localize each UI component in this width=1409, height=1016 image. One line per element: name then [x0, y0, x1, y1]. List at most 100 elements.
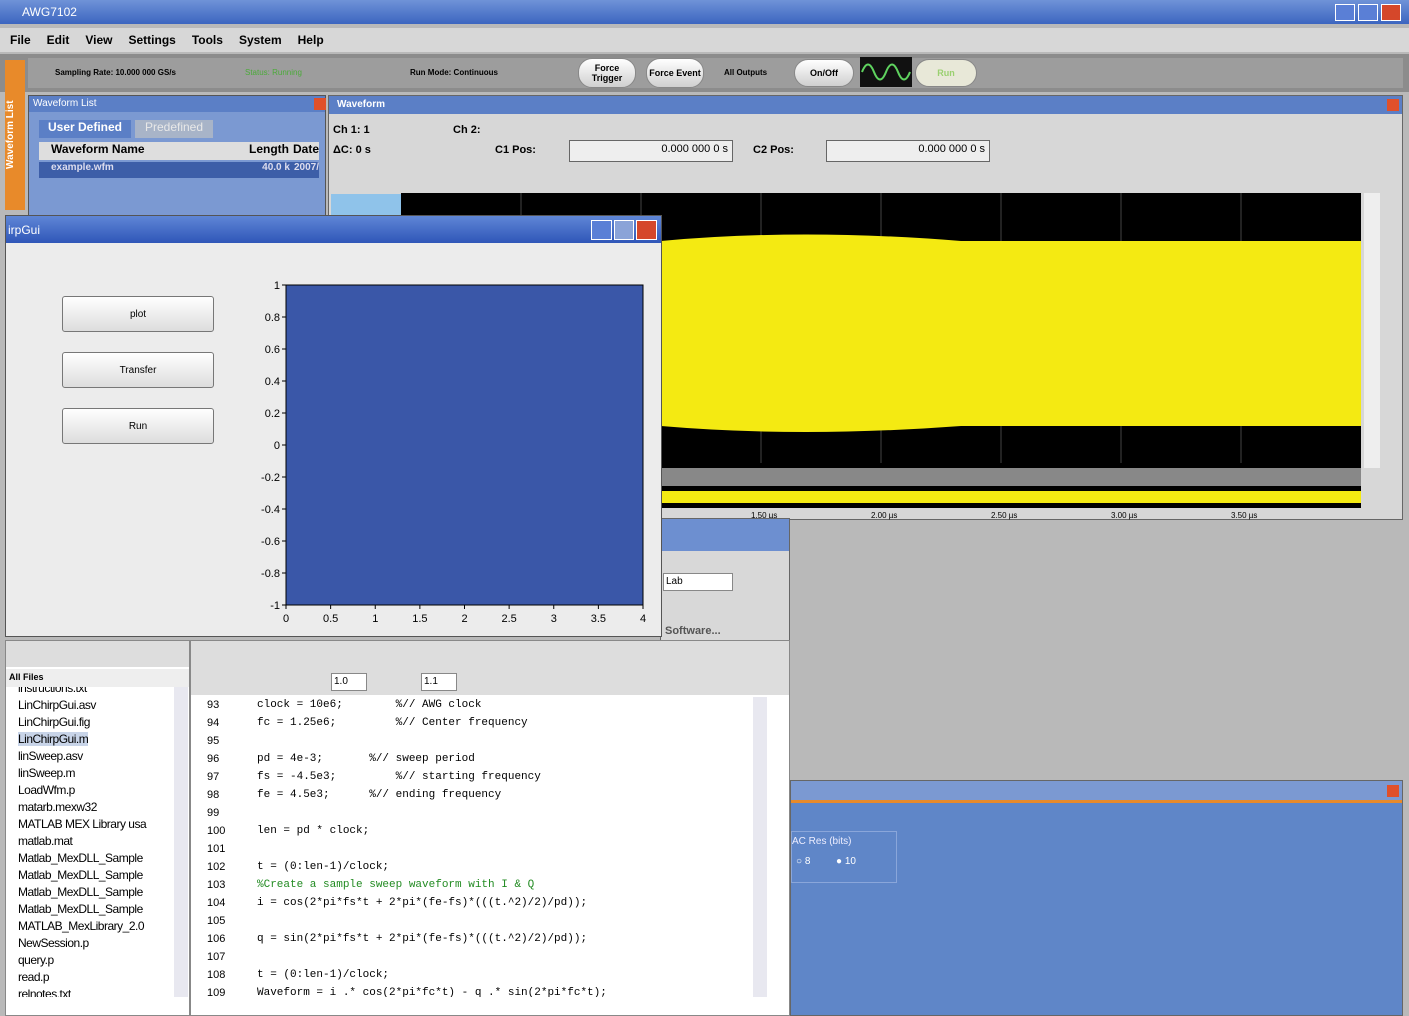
force-event[interactable]: Force Event: [646, 58, 704, 88]
x-tick-label: 4: [640, 613, 646, 625]
file-item[interactable]: Matlab_MexDLL_Sample: [18, 885, 143, 899]
side-tab[interactable]: Waveform List: [5, 60, 25, 210]
table-row[interactable]: example.wfm 40.0 k 2007/: [39, 162, 319, 178]
radio-option[interactable]: ● 10: [836, 856, 856, 867]
code-text: t = (0:len-1)/clock;: [257, 861, 390, 873]
maximize[interactable]: [1358, 4, 1378, 21]
y-tick-label: 0.6: [265, 344, 280, 356]
scrollbar[interactable]: [174, 687, 188, 997]
on-off[interactable]: On/Off: [794, 59, 854, 87]
radio-option[interactable]: ○ 8: [796, 856, 811, 867]
file-item[interactable]: MATLAB MEX Library usa: [18, 817, 147, 831]
x-tick-label: 2: [461, 613, 467, 625]
x-tick-label: 3: [551, 613, 557, 625]
code-text: Waveform = i .* cos(2*pi*fc*t) - q .* si…: [257, 987, 607, 997]
run-mode: Run Mode: Continuous: [410, 68, 498, 77]
file-item[interactable]: LoadWfm.p: [18, 783, 75, 797]
editor-toolbar: [191, 641, 789, 695]
close[interactable]: [1387, 785, 1399, 797]
close[interactable]: [1387, 99, 1399, 111]
cell: 2007/: [293, 162, 319, 173]
file-item[interactable]: relnotes.txt: [18, 987, 71, 997]
cell: example.wfm: [51, 162, 114, 173]
middle-window: Lab Software...: [660, 518, 790, 642]
tab[interactable]: User Defined: [39, 120, 131, 138]
line-number: 103: [207, 879, 226, 891]
menu-bar: File Edit View Settings Tools System Help: [0, 28, 1409, 52]
button[interactable]: plot: [62, 296, 214, 332]
menu-item[interactable]: System: [238, 33, 282, 47]
panel-title: Waveform List: [29, 96, 325, 112]
file-item[interactable]: NewSession.p: [18, 936, 89, 950]
time-label: 3.00 µs: [1111, 511, 1138, 520]
file-item[interactable]: linSweep.asv: [18, 749, 83, 763]
code-line: 94 fc = 1.25e6; %// Center frequency: [191, 715, 751, 733]
file-item[interactable]: matarb.mexw32: [18, 800, 97, 814]
file-item[interactable]: LinChirpGui.fig: [18, 715, 90, 729]
c1-field[interactable]: 0.000 000 0 s: [569, 140, 733, 162]
file-item[interactable]: Matlab_MexDLL_Sample: [18, 902, 143, 916]
menu-item[interactable]: Tools: [191, 33, 223, 47]
menu-item[interactable]: Settings: [128, 33, 176, 47]
code-line: 102 t = (0:len-1)/clock;: [191, 859, 751, 877]
code-line: 109 Waveform = i .* cos(2*pi*fc*t) - q .*…: [191, 985, 751, 997]
column: Length: [248, 142, 289, 156]
c2-field[interactable]: 0.000 000 0 s: [826, 140, 990, 162]
y-tick-label: 1: [274, 280, 280, 292]
file-item[interactable]: LinChirpGui.asv: [18, 698, 96, 712]
menu-item[interactable]: View: [85, 33, 113, 47]
menu-item[interactable]: File: [10, 33, 31, 47]
code-text: len = pd * clock;: [257, 825, 370, 837]
file-item[interactable]: MATLAB_MexLibrary_2.0: [18, 919, 145, 933]
zoom-field[interactable]: 1.0: [331, 673, 367, 691]
close[interactable]: [314, 98, 326, 110]
scrollbar[interactable]: [1364, 193, 1380, 468]
code-text: %Create a sample sweep waveform with I &…: [257, 879, 535, 891]
pane-title: Software...: [665, 625, 721, 637]
menu-item[interactable]: Edit: [46, 33, 70, 47]
toolbar: Sampling Rate: 10.000 000 GS/s Status: R…: [0, 54, 1409, 92]
line-number: 97: [207, 771, 220, 783]
close[interactable]: [1381, 4, 1401, 21]
line-number: 105: [207, 915, 226, 927]
button[interactable]: Transfer: [62, 352, 214, 388]
tab[interactable]: Predefined: [135, 120, 213, 138]
file-item[interactable]: Matlab_MexDLL_Sample: [18, 868, 143, 882]
minimize[interactable]: [1335, 4, 1355, 21]
file-item[interactable]: LinChirpGui.m: [18, 732, 89, 746]
delta: ΔC: 0 s: [333, 144, 371, 156]
close[interactable]: [636, 220, 658, 240]
menu-item[interactable]: Help: [297, 33, 324, 47]
filter[interactable]: All Files: [6, 669, 189, 687]
all-outputs: All Outputs: [724, 68, 768, 77]
file-item[interactable]: instructions.txt: [18, 687, 87, 695]
dropdown[interactable]: Lab: [663, 573, 733, 591]
line-number: 93: [207, 699, 220, 711]
y-tick-label: 0: [274, 440, 280, 452]
ch1: Ch 1: 1: [333, 124, 370, 136]
file-item[interactable]: matlab.mat: [18, 834, 73, 848]
zoom-field[interactable]: 1.1: [421, 673, 457, 691]
option-label: 8: [804, 856, 811, 867]
sampling-rate: Sampling Rate: 10.000 000 GS/s: [55, 68, 176, 77]
force-trigger[interactable]: Force Trigger: [578, 58, 636, 88]
line-number: 108: [207, 969, 226, 981]
file-item[interactable]: linSweep.m: [18, 766, 76, 780]
dac-group: AC Res (bits) ○ 8 ● 10: [791, 831, 897, 883]
x-tick-label: 0: [283, 613, 289, 625]
x-tick-label: 3.5: [591, 613, 606, 625]
c2-label: C2 Pos:: [753, 144, 794, 156]
code-line: 96 pd = 4e-3; %// sweep period: [191, 751, 751, 769]
line-number: 107: [207, 951, 226, 963]
y-tick-label: -0.4: [261, 504, 280, 516]
run-button[interactable]: Run: [915, 59, 977, 87]
scrollbar[interactable]: [753, 697, 767, 997]
file-item[interactable]: query.p: [18, 953, 54, 967]
editor: 1.0 1.1 93 clock = 10e6; %// AWG clock 94 f…: [190, 640, 790, 1016]
button[interactable]: Run: [62, 408, 214, 444]
file-item[interactable]: Matlab_MexDLL_Sample: [18, 851, 143, 865]
x-tick-label: 1.5: [412, 613, 427, 625]
code-text: t = (0:len-1)/clock;: [257, 969, 390, 981]
time-label: 2.00 µs: [871, 511, 898, 520]
file-item[interactable]: read.p: [18, 970, 50, 984]
